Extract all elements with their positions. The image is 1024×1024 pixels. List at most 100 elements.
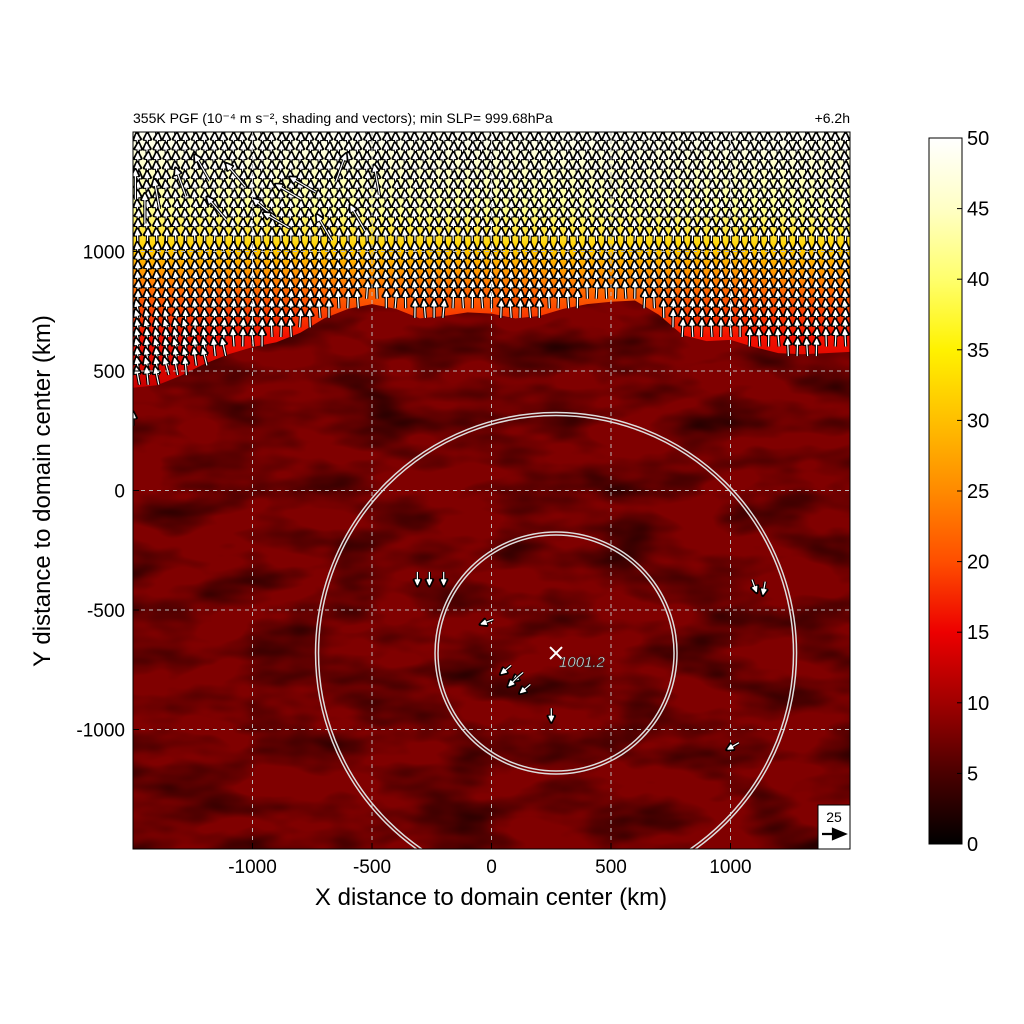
vector-arrow-icon	[218, 336, 228, 357]
vector-arrow-icon	[410, 298, 420, 318]
center-marker: 1001.2	[549, 646, 606, 671]
colorbar-tick-label: 35	[967, 340, 989, 362]
vector-arrow-icon	[238, 326, 248, 347]
vector-arrow-icon	[506, 675, 520, 689]
vector-arrow-icon	[448, 288, 459, 309]
vector-arrow-icon	[467, 288, 478, 309]
vector-arrow-icon	[496, 298, 507, 318]
vector-arrow-icon	[314, 298, 324, 319]
vector-arrow-icon	[333, 288, 344, 309]
vector-arrow-icon	[496, 240, 506, 261]
plot-area: 1001.2	[133, 132, 850, 849]
vector-arrow-icon	[133, 168, 141, 200]
vector-arrow-icon	[620, 279, 630, 299]
center-x-icon	[549, 646, 563, 660]
vector-arrow-icon	[611, 279, 621, 299]
vector-arrow-icon	[266, 317, 277, 338]
vector-arrow-icon	[601, 279, 611, 299]
vector-arrow-icon	[251, 197, 277, 220]
vector-arrow-icon	[400, 288, 411, 309]
vector-arrow-icon	[140, 191, 150, 224]
vector-arrow-icon	[142, 365, 152, 385]
vector-arrow-icon	[572, 288, 583, 309]
vector-reference-label: 25	[826, 809, 842, 825]
y-tick-label: 0	[114, 482, 125, 503]
vector-arrow-icon	[716, 279, 726, 299]
vector-arrow-icon	[801, 336, 812, 357]
y-tick-label: -500	[87, 601, 125, 622]
range-circles	[314, 411, 798, 849]
vector-arrow-icon	[304, 307, 315, 328]
vector-arrow-icon	[276, 317, 287, 338]
vector-arrow-icon	[592, 279, 602, 299]
colorbar-tick-label: 15	[967, 622, 989, 644]
range-circle-inner-ring	[317, 414, 795, 849]
colorbar-tick-label: 40	[967, 269, 989, 291]
vector-arrow-icon	[725, 741, 740, 752]
vector-arrow-icon	[381, 288, 392, 309]
colorbar-tick-label: 30	[967, 410, 989, 432]
vector-arrow-icon	[343, 288, 354, 309]
vector-arrow-icon	[697, 317, 707, 338]
vector-arrow-icon	[295, 307, 306, 328]
vector-arrow-icon	[754, 326, 764, 347]
vector-arrow-icon	[811, 250, 822, 271]
colorbar-tick-label: 25	[967, 481, 989, 503]
vector-arrow-icon	[534, 298, 545, 318]
vector-arrow-icon	[591, 269, 602, 290]
vector-arrow-icon	[224, 161, 247, 188]
chart-title: 355K PGF (10⁻⁴ m s⁻², shading and vector…	[133, 110, 553, 126]
strong-vector-field	[133, 132, 850, 385]
vector-arrow-icon	[180, 355, 191, 376]
vector-arrow-icon	[678, 317, 688, 338]
vector-arrow-icon	[639, 288, 650, 309]
colorbar-tick-label: 20	[967, 552, 989, 574]
vector-arrow-icon	[315, 213, 334, 242]
vector-arrow-icon	[562, 288, 573, 309]
vector-arrow-icon	[371, 279, 382, 299]
vector-arrow-icon	[324, 298, 334, 318]
colorbar: 0 5 10 15 20 25 30 35 40 45 50	[928, 128, 989, 856]
vector-arrow-icon	[668, 307, 678, 328]
colorbar-tick-label: 10	[967, 693, 989, 715]
vector-arrow-icon	[228, 326, 238, 347]
vector-arrow-icon	[840, 326, 850, 347]
colorbar-tick-label: 0	[967, 834, 978, 856]
colorbar-gradient	[928, 137, 963, 845]
vector-arrow-icon	[716, 317, 726, 338]
vector-arrow-icon	[773, 317, 783, 338]
vector-arrow-icon	[161, 307, 171, 328]
colorbar-tick-label: 5	[967, 763, 978, 785]
vector-arrow-icon	[286, 288, 296, 309]
range-circle-outer-ring	[314, 411, 798, 849]
vector-reference-box	[817, 804, 851, 850]
vector-arrow-icon	[759, 581, 769, 597]
vector-arrow-icon	[821, 326, 831, 347]
vector-arrow-icon	[716, 307, 726, 328]
vector-arrow-icon	[209, 336, 219, 357]
center-marker-label: 1001.2	[559, 654, 606, 671]
vector-arrow-icon	[687, 317, 697, 338]
y-tick-label: 500	[93, 362, 125, 383]
vector-arrow-icon	[348, 203, 367, 232]
vector-reference: 25	[817, 804, 851, 850]
vector-arrow-icon	[352, 288, 363, 309]
y-tick-label: -1000	[76, 721, 125, 742]
vector-arrow-icon	[811, 240, 822, 261]
x-tick-label: -1000	[228, 857, 277, 878]
vector-arrow-icon	[438, 571, 449, 588]
range-circle-outer-ring	[434, 531, 678, 775]
isolated-vectors	[133, 410, 769, 752]
vector-arrow-icon	[419, 298, 430, 319]
reference-arrow-icon	[822, 827, 848, 841]
vector-arrow-icon	[193, 153, 212, 182]
vector-arrow-icon	[362, 279, 373, 299]
vector-arrow-icon	[273, 182, 303, 201]
vector-arrow-icon	[706, 317, 716, 338]
vector-arrow-icon	[173, 166, 188, 197]
vector-arrow-icon	[412, 571, 423, 588]
vector-arrow-icon	[170, 355, 181, 376]
vector-arrow-icon	[424, 571, 435, 588]
chart-title-right: +6.2h	[815, 110, 850, 126]
